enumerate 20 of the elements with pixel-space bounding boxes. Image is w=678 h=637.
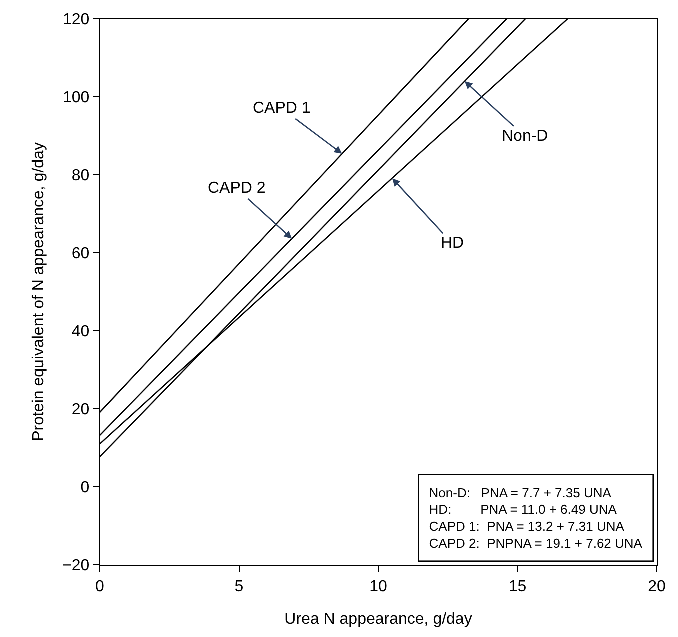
x-tick-label: 5 xyxy=(234,578,244,596)
y-tick-label: 120 xyxy=(62,12,90,29)
annotation: CAPD 2 xyxy=(208,180,266,197)
y-axis-title: Protein equivalent of N appearance, g/day xyxy=(30,142,48,442)
x-tick-label: 15 xyxy=(508,578,527,596)
y-tick-label: 0 xyxy=(80,480,90,497)
annotation: HD xyxy=(441,235,464,252)
y-tick-label: 60 xyxy=(72,246,90,263)
y-tick-label: 80 xyxy=(72,168,90,185)
annotation: Non-D xyxy=(502,128,548,145)
y-tick-label: 100 xyxy=(62,90,90,107)
x-tick-label: 0 xyxy=(96,578,105,596)
y-tick-label: −20 xyxy=(62,558,90,575)
annotation: Non-D: PNA = 7.7 + 7.35 UNA HD: PNA = 11.0 + 6.49 UNA CAPD 1: PNA = 13.2 + 7.31 UNA CAPD 2: PNPNA = 19.1 + 7.62 UNA xyxy=(429,485,643,551)
y-tick-label: 40 xyxy=(72,324,90,341)
annotation: CAPD 1 xyxy=(253,100,311,117)
y-tick-label: 20 xyxy=(72,402,90,419)
x-axis-title: Urea N appearance, g/day xyxy=(284,611,472,628)
x-tick-label: 10 xyxy=(370,578,388,596)
x-tick-label: 20 xyxy=(648,578,666,596)
